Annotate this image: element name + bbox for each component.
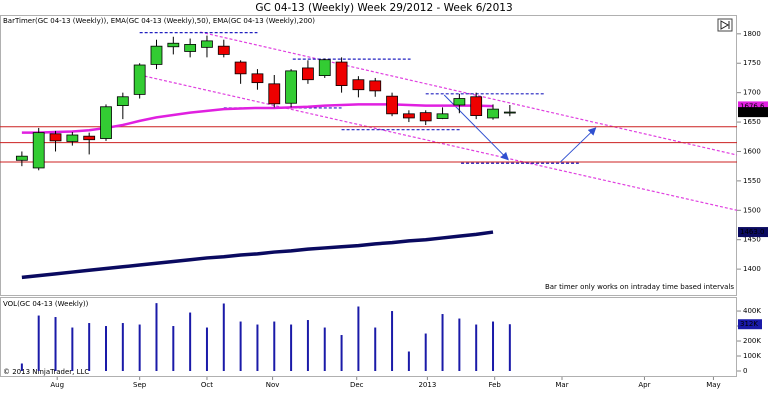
candle-body [49,133,62,142]
candle-body [470,96,483,116]
candle-body [32,132,45,169]
y-tick-label: 1700 [743,89,761,97]
candle-body [251,73,264,84]
chart-title: GC 04-13 (Weekly) Week 29/2012 - Week 6/… [255,2,512,14]
price-marker [738,227,768,238]
candle-body [234,61,247,75]
candle-body [285,70,297,104]
candle-body [184,44,197,52]
volume-title: VOL(GC 04-13 (Weekly)) [3,300,89,308]
y-tick-label: 1450 [743,236,761,244]
x-tick-label: Feb [488,381,501,389]
price-marker-label: 1676.6 [740,102,765,110]
candle-body [201,40,213,48]
volume-marker [738,319,762,330]
candle-body [66,134,79,142]
y-tick-label: 1600 [743,147,761,155]
candle-body [100,106,112,139]
candle-body [116,96,129,106]
candle-body [487,108,499,119]
price-plot [0,31,737,280]
y-tick-label: 1750 [743,59,761,67]
candle-body [352,79,365,91]
y-tick-label: 0 [743,367,747,375]
y-tick-label: 1400 [743,265,761,273]
candle-body [436,113,449,119]
drawing-arrow [559,127,597,163]
price-marker-label: 1463.0 [740,228,765,236]
candle-body [167,42,180,48]
candle-body [268,83,281,105]
y-tick-label: 200K [743,337,761,345]
note: Bar timer only works on intraday time ba… [545,283,734,291]
x-tick-label: May [706,381,720,389]
candle-body [150,45,163,65]
y-tick-label: 1550 [743,177,761,185]
candle-body [83,135,96,141]
volume-panel [0,297,737,377]
candle-body [503,111,516,114]
candle-body [386,95,398,115]
price-marker-label: 1666.9 [740,108,765,116]
candle-body [133,64,146,95]
y-tick-label: 1650 [743,118,761,126]
candle-body [217,45,230,55]
candle-body [453,98,466,106]
ema-line [21,230,494,280]
y-tick-label: 1800 [743,30,761,38]
candle-body [402,113,415,119]
indicator-label: BarTimer(GC 04-13 (Weekly)), EMA(GC 04-1… [3,17,315,25]
x-tick-label: Nov [266,381,280,389]
x-tick-label: Aug [50,381,64,389]
price-marker [738,101,768,112]
volume-marker-label: 312K [740,320,758,328]
toolbar-icon[interactable] [717,18,733,32]
y-tick-label: 100K [743,352,761,360]
icon-glyph[interactable] [720,20,730,30]
x-tick-label: Apr [638,381,650,389]
icon-box[interactable] [717,18,733,32]
candle-body [318,59,331,76]
x-tick-label: Dec [350,381,364,389]
candle-body [302,67,314,81]
candle-body [335,61,348,86]
x-tick-label: Mar [555,381,568,389]
x-tick-label: Sep [133,381,147,389]
candle-body [419,112,432,122]
copyright: © 2013 NinjaTrader, LLC [3,368,89,376]
y-tick-label: 1500 [743,206,761,214]
candle-body [15,155,28,161]
candle-body [369,80,382,92]
x-tick-label: Oct [201,381,213,389]
price-marker [738,107,768,118]
x-tick-label: 2013 [418,381,436,389]
y-tick-label: 400K [743,307,761,315]
